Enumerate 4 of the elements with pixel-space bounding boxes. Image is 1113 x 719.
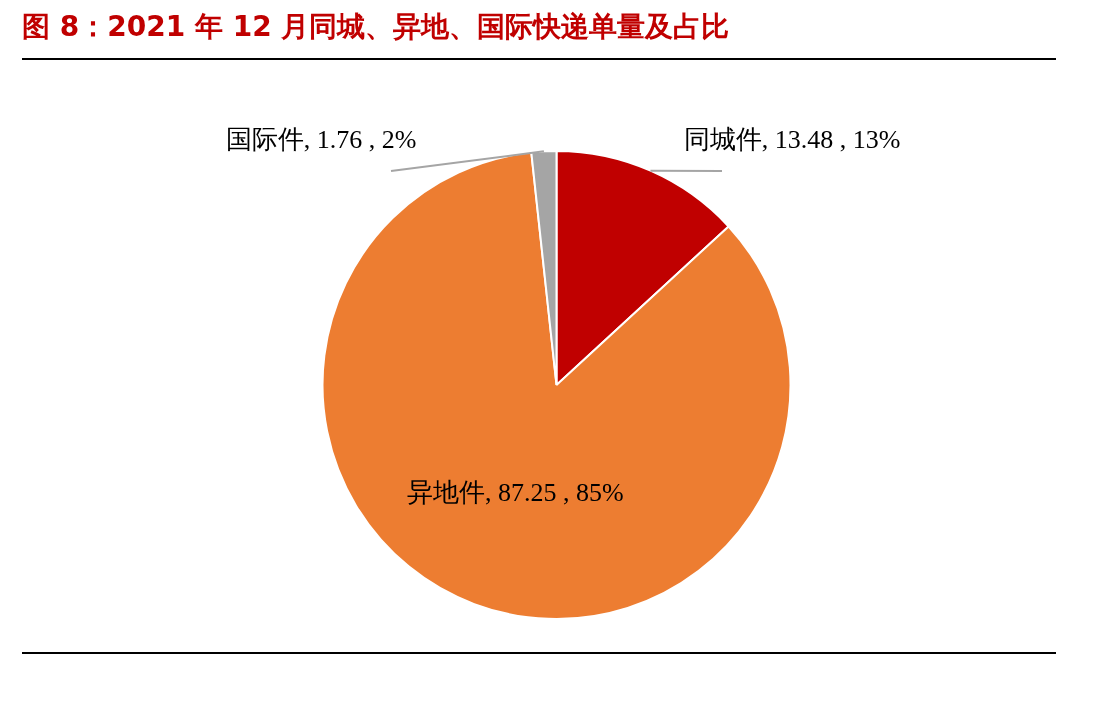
chart-title: 图 8：2021 年 12 月同城、异地、国际快递单量及占比 — [22, 9, 730, 45]
slice-label: 异地件, 87.25 , 85% — [407, 478, 624, 508]
slice-label: 同城件, 13.48 , 13% — [683, 124, 901, 154]
slice-label: 国际件, 1.76 , 2% — [225, 124, 417, 154]
